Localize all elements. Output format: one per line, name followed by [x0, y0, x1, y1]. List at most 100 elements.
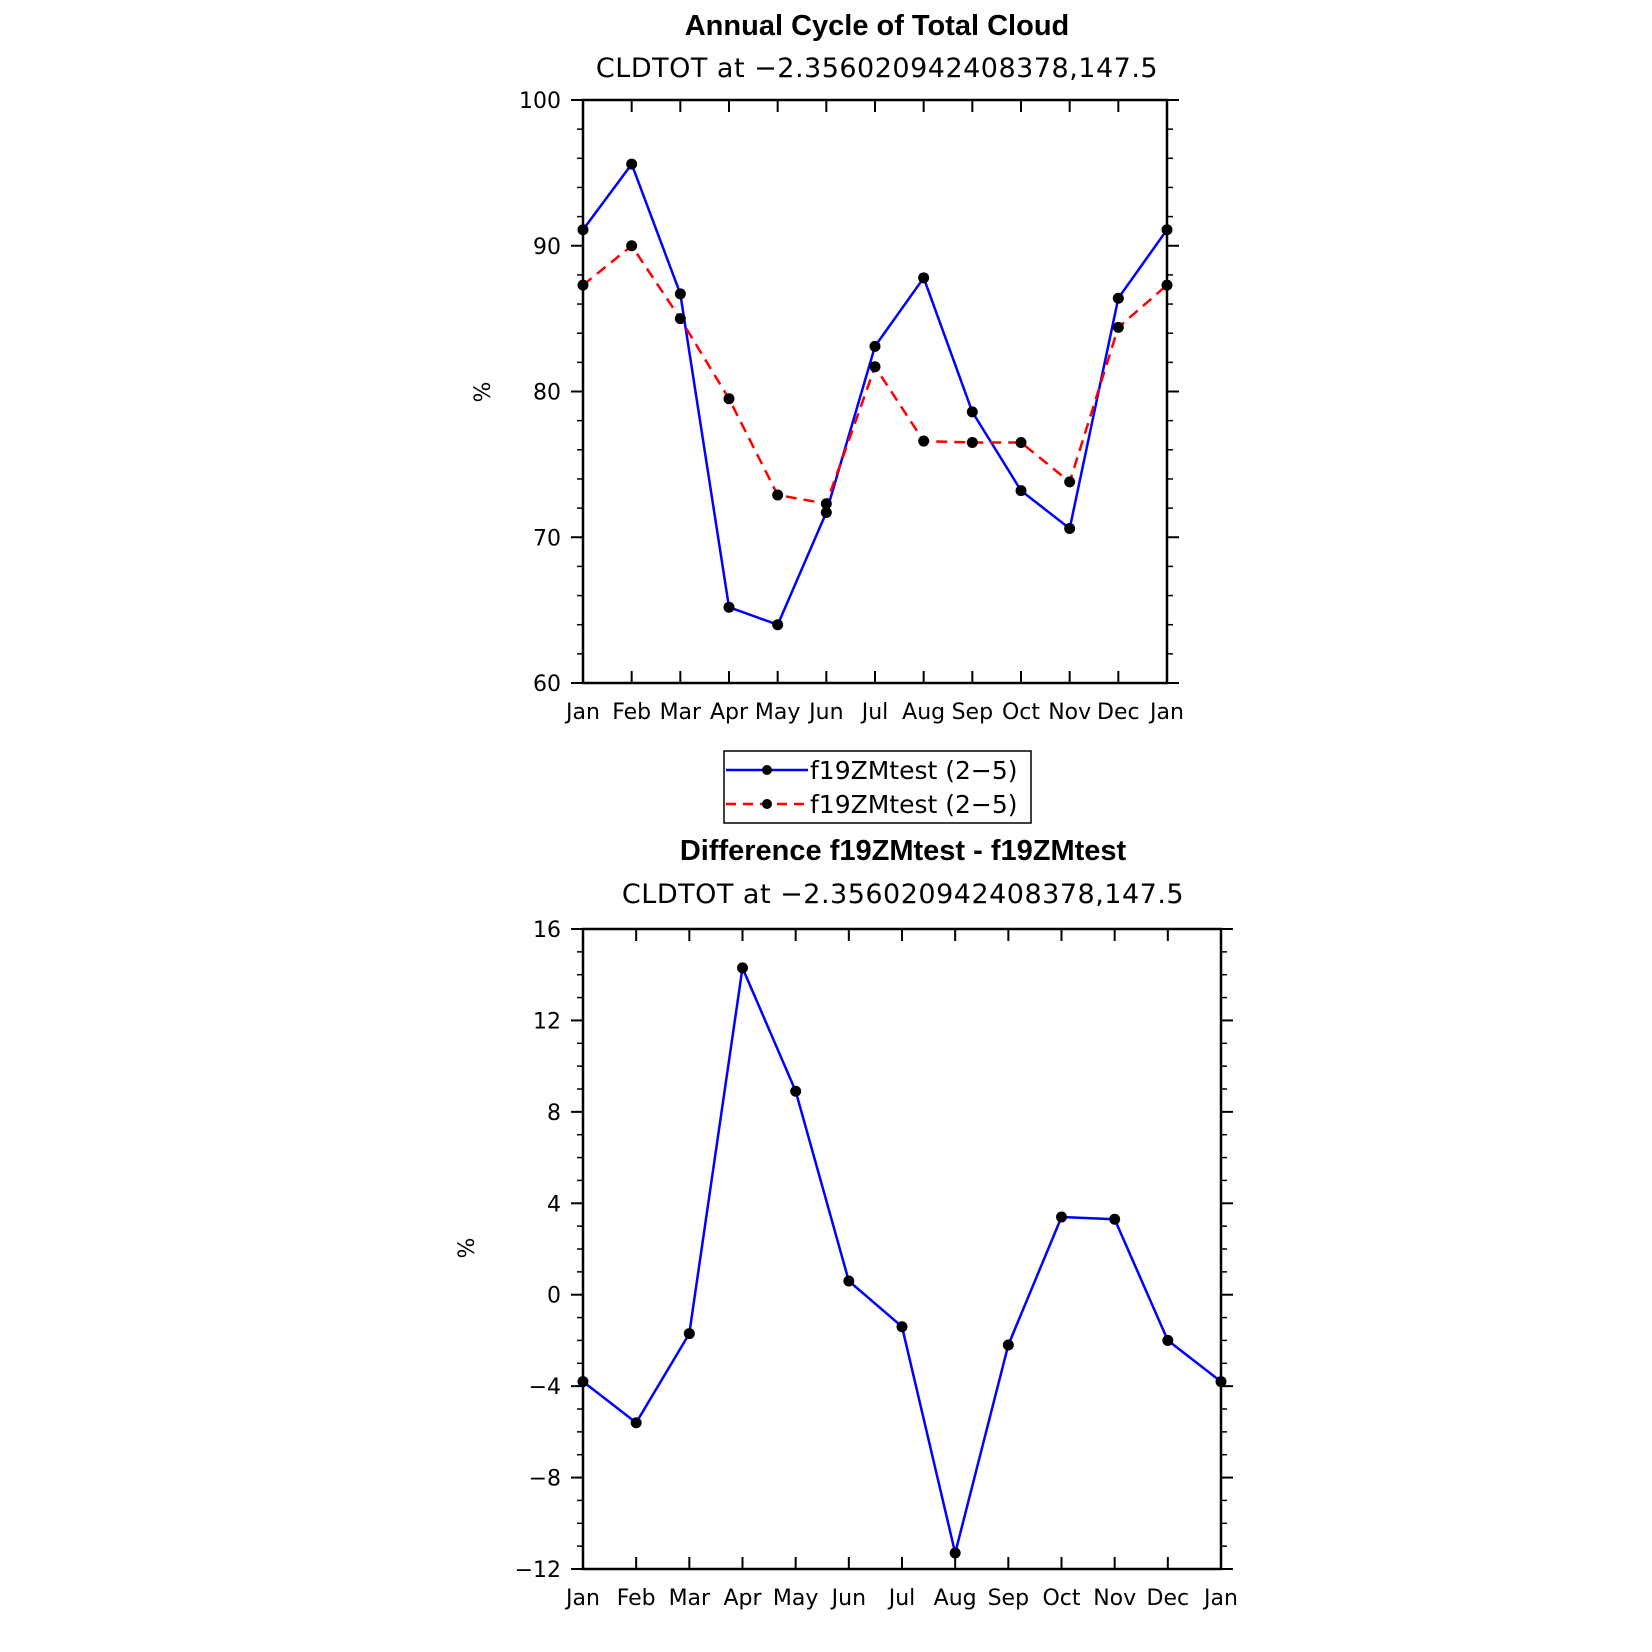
data-point	[1056, 1211, 1067, 1223]
series-line	[582, 244, 1168, 505]
data-point	[918, 435, 930, 447]
series-line	[582, 966, 1222, 1555]
x-tick-label: Apr	[723, 1586, 762, 1611]
x-tick-label: Sep	[952, 700, 993, 725]
y-tick-label: −4	[529, 1375, 561, 1400]
y-tick-label: 16	[533, 918, 561, 943]
y-tick-label: 4	[547, 1192, 561, 1217]
y-tick-label: 0	[547, 1284, 561, 1309]
x-tick-label: Jan	[1202, 1586, 1238, 1611]
data-point	[1002, 1339, 1014, 1351]
data-point	[577, 224, 589, 236]
data-point	[1161, 224, 1173, 236]
x-tick-label: Oct	[1042, 1586, 1080, 1611]
y-tick-label: −8	[529, 1467, 561, 1492]
data-point	[820, 498, 832, 510]
x-tick-label: Sep	[988, 1586, 1029, 1611]
data-point	[1162, 1334, 1174, 1346]
plot-frame	[581, 927, 1223, 1571]
y-tick-label: 100	[519, 89, 561, 114]
data-point	[1109, 1213, 1121, 1225]
x-tick-label: Mar	[669, 1586, 711, 1611]
data-point	[1064, 523, 1076, 535]
plot-frame	[581, 98, 1169, 685]
data-point	[1161, 279, 1173, 291]
data-point	[820, 506, 832, 518]
difference-chart: Difference f19ZMtest - f19ZMtest CLDTOT …	[455, 835, 1238, 1611]
data-point	[630, 1417, 642, 1429]
x-tick-label: Feb	[612, 700, 651, 725]
data-point	[674, 313, 686, 325]
x-tick-label: Oct	[1002, 700, 1040, 725]
legend-swatch-marker	[762, 765, 772, 775]
x-tick-label: Nov	[1048, 700, 1091, 725]
data-point	[966, 406, 978, 418]
data-point	[1112, 321, 1124, 333]
y-axis-label: %	[471, 382, 496, 403]
legend-entry: f19ZMtest (2−5)	[726, 756, 1018, 785]
y-tick-label: 90	[533, 235, 561, 260]
chart-subtitle: CLDTOT at −2.356020942408378,147.5	[622, 879, 1184, 910]
annual-cycle-chart: Annual Cycle of Total Cloud CLDTOT at −2…	[471, 10, 1184, 725]
x-tick-label: Aug	[902, 700, 945, 725]
data-point	[1064, 476, 1076, 488]
data-point	[1215, 1376, 1227, 1388]
data-point	[577, 1376, 589, 1388]
chart-title: Annual Cycle of Total Cloud	[685, 10, 1070, 42]
data-point	[674, 288, 686, 300]
y-tick-label: 70	[533, 526, 561, 551]
x-tick-label: Jan	[564, 700, 600, 725]
series-line	[581, 162, 1169, 626]
data-point	[737, 962, 748, 974]
plot-area: Jan Feb Mar Apr May Jun Jul Aug Sep Oct Nov Dec Jan6…	[519, 89, 1184, 725]
x-tick-label: Aug	[934, 1586, 977, 1611]
data-point	[577, 279, 589, 291]
data-point	[772, 489, 784, 501]
x-tick-label: Apr	[710, 700, 749, 725]
legend-label: f19ZMtest (2−5)	[810, 790, 1018, 819]
data-point	[1015, 437, 1027, 449]
x-tick-label: Jul	[860, 700, 889, 725]
x-tick-label: Jan	[1148, 700, 1184, 725]
y-axis-label: %	[455, 1238, 480, 1259]
x-tick-label: Jun	[830, 1586, 866, 1611]
x-tick-label: May	[755, 700, 800, 725]
x-tick-label: Feb	[617, 1586, 656, 1611]
legend-box	[723, 750, 1032, 824]
x-tick-label: Jan	[564, 1586, 600, 1611]
data-point	[869, 340, 881, 352]
x-tick-label: Nov	[1093, 1586, 1136, 1611]
chart-title: Difference f19ZMtest - f19ZMtest	[680, 835, 1127, 867]
legend-swatch-marker	[762, 799, 772, 809]
data-point	[790, 1085, 802, 1097]
data-point	[869, 361, 881, 373]
x-tick-label: Jul	[887, 1586, 916, 1611]
data-point	[896, 1321, 908, 1333]
data-point	[723, 393, 735, 405]
y-tick-label: 80	[533, 381, 561, 406]
data-point	[772, 619, 784, 631]
y-tick-label: 60	[533, 672, 561, 697]
x-tick-label: Dec	[1147, 1586, 1190, 1611]
x-tick-label: May	[773, 1586, 818, 1611]
x-tick-label: Dec	[1097, 700, 1140, 725]
legend: f19ZMtest (2−5) f19ZMtest (2−5)	[723, 750, 1032, 824]
data-point	[843, 1275, 855, 1287]
data-point	[626, 240, 638, 252]
chart-subtitle: CLDTOT at −2.356020942408378,147.5	[596, 53, 1158, 84]
y-tick-label: −12	[515, 1558, 561, 1583]
legend-entry: f19ZMtest (2−5)	[726, 790, 1018, 819]
legend-label: f19ZMtest (2−5)	[810, 756, 1018, 785]
data-point	[626, 158, 638, 170]
y-tick-label: 8	[547, 1101, 561, 1126]
data-point	[1112, 292, 1124, 304]
x-tick-label: Mar	[660, 700, 702, 725]
x-tick-label: Jun	[807, 700, 843, 725]
plot-area: Jan Feb Mar Apr May Jun Jul Aug Sep Oct Nov Dec Jan−…	[515, 918, 1238, 1611]
data-point	[723, 601, 735, 613]
y-tick-label: 12	[533, 1009, 561, 1034]
data-point	[1015, 485, 1027, 497]
data-point	[949, 1547, 961, 1559]
data-point	[966, 437, 978, 449]
